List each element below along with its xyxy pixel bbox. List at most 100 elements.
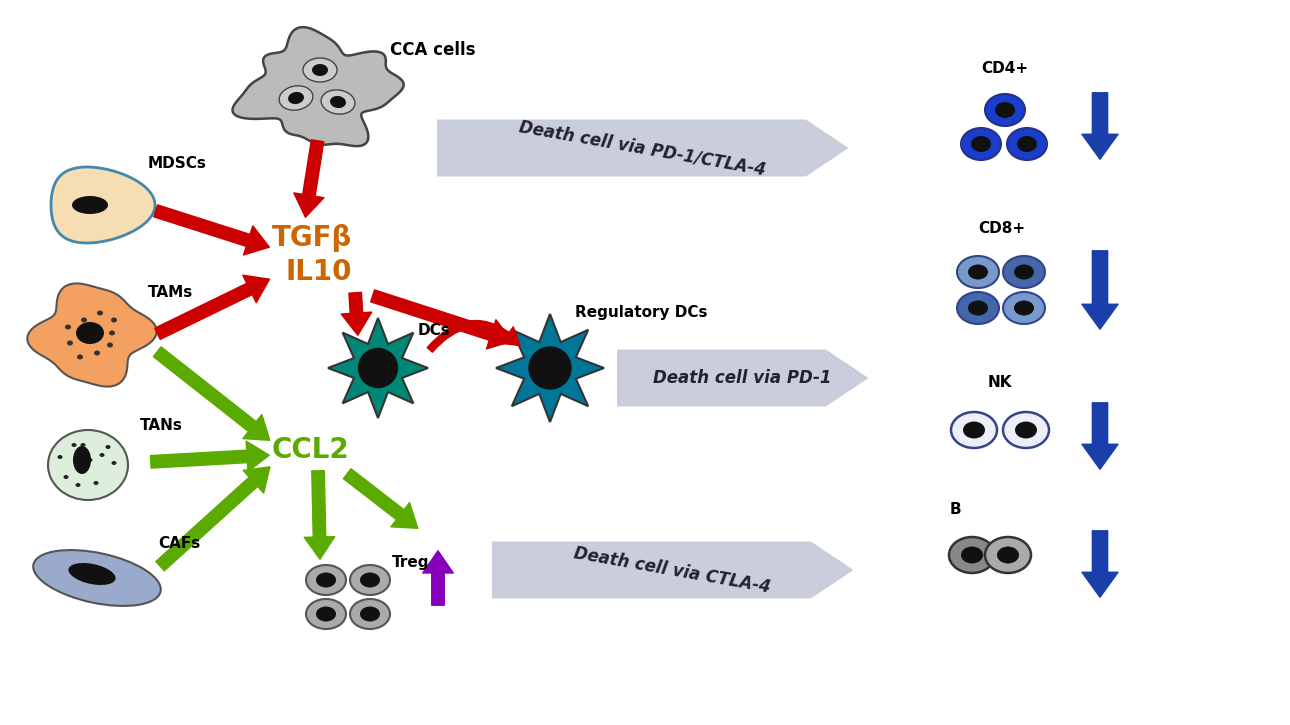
Ellipse shape — [306, 599, 346, 629]
FancyArrowPatch shape — [423, 551, 453, 605]
Polygon shape — [27, 283, 156, 386]
Text: Regulatory DCs: Regulatory DCs — [575, 304, 707, 320]
Polygon shape — [232, 27, 404, 146]
Ellipse shape — [957, 256, 998, 288]
Ellipse shape — [316, 573, 335, 587]
Ellipse shape — [106, 445, 111, 449]
Ellipse shape — [1017, 136, 1037, 152]
Ellipse shape — [76, 483, 80, 487]
Ellipse shape — [312, 64, 328, 76]
FancyArrowPatch shape — [1082, 251, 1118, 329]
Ellipse shape — [77, 355, 83, 360]
FancyArrowPatch shape — [370, 290, 512, 349]
Ellipse shape — [1015, 421, 1037, 439]
FancyArrowPatch shape — [1082, 531, 1118, 597]
FancyArrowPatch shape — [493, 542, 853, 598]
FancyArrowPatch shape — [427, 320, 520, 352]
Ellipse shape — [74, 446, 92, 474]
Ellipse shape — [107, 342, 114, 347]
Text: TANs: TANs — [141, 418, 183, 433]
Ellipse shape — [971, 136, 991, 152]
Ellipse shape — [1004, 256, 1045, 288]
Ellipse shape — [964, 421, 986, 439]
Ellipse shape — [350, 565, 390, 595]
Ellipse shape — [58, 455, 62, 459]
Ellipse shape — [303, 58, 337, 82]
Text: CD8+: CD8+ — [978, 220, 1026, 236]
FancyArrowPatch shape — [151, 441, 270, 472]
Text: CAFs: CAFs — [157, 536, 200, 550]
Text: B: B — [949, 502, 961, 518]
Text: Death cell via PD-1: Death cell via PD-1 — [653, 369, 832, 387]
Text: DCs: DCs — [418, 323, 450, 338]
Ellipse shape — [94, 350, 101, 355]
FancyArrowPatch shape — [1082, 93, 1118, 160]
Ellipse shape — [288, 92, 304, 104]
Ellipse shape — [1007, 128, 1047, 160]
Ellipse shape — [986, 537, 1031, 573]
Ellipse shape — [529, 347, 571, 389]
Ellipse shape — [34, 550, 161, 606]
Ellipse shape — [350, 599, 390, 629]
Text: CCL2: CCL2 — [272, 436, 350, 464]
Ellipse shape — [108, 331, 115, 336]
Text: NK: NK — [988, 375, 1013, 389]
Ellipse shape — [1004, 412, 1049, 448]
Ellipse shape — [99, 453, 104, 457]
Ellipse shape — [93, 481, 98, 485]
Ellipse shape — [279, 86, 313, 110]
FancyArrowPatch shape — [437, 120, 848, 175]
FancyArrowPatch shape — [1082, 403, 1118, 469]
Text: Death cell via PD-1/CTLA-4: Death cell via PD-1/CTLA-4 — [517, 117, 768, 178]
Ellipse shape — [961, 128, 1001, 160]
Text: CD4+: CD4+ — [982, 60, 1028, 75]
Text: TGFβ: TGFβ — [272, 224, 352, 252]
Ellipse shape — [949, 537, 995, 573]
Polygon shape — [52, 167, 155, 243]
Ellipse shape — [1014, 300, 1035, 315]
FancyArrowPatch shape — [154, 205, 270, 255]
Ellipse shape — [67, 341, 74, 346]
Ellipse shape — [986, 94, 1026, 126]
Text: MDSCs: MDSCs — [148, 155, 206, 170]
Polygon shape — [328, 318, 428, 418]
FancyArrowPatch shape — [341, 292, 372, 335]
Ellipse shape — [995, 102, 1015, 118]
FancyArrowPatch shape — [294, 140, 324, 218]
FancyArrowPatch shape — [618, 350, 867, 406]
Ellipse shape — [359, 349, 397, 387]
Ellipse shape — [1004, 292, 1045, 324]
Ellipse shape — [71, 443, 76, 447]
FancyArrowPatch shape — [155, 276, 270, 339]
Ellipse shape — [330, 96, 346, 108]
Ellipse shape — [48, 430, 128, 500]
Ellipse shape — [88, 458, 93, 462]
Text: CCA cells: CCA cells — [390, 41, 476, 59]
Ellipse shape — [68, 563, 116, 585]
Ellipse shape — [321, 90, 355, 114]
Ellipse shape — [306, 565, 346, 595]
Ellipse shape — [951, 412, 997, 448]
Ellipse shape — [80, 443, 85, 447]
FancyArrowPatch shape — [156, 467, 270, 571]
Ellipse shape — [81, 318, 86, 323]
Ellipse shape — [360, 573, 381, 587]
Ellipse shape — [97, 310, 103, 315]
Ellipse shape — [968, 265, 988, 280]
FancyArrowPatch shape — [304, 471, 334, 559]
FancyArrowPatch shape — [343, 469, 418, 529]
Ellipse shape — [72, 196, 108, 214]
Text: Death cell via CTLA-4: Death cell via CTLA-4 — [573, 544, 773, 596]
Ellipse shape — [957, 292, 998, 324]
Ellipse shape — [997, 547, 1019, 563]
Ellipse shape — [360, 607, 381, 621]
FancyArrowPatch shape — [154, 347, 270, 440]
Text: Treg: Treg — [392, 555, 430, 570]
Ellipse shape — [1014, 265, 1035, 280]
Ellipse shape — [968, 300, 988, 315]
Ellipse shape — [316, 607, 335, 621]
Ellipse shape — [76, 322, 104, 344]
Ellipse shape — [63, 475, 68, 479]
Text: TAMs: TAMs — [148, 284, 193, 299]
Ellipse shape — [64, 325, 71, 329]
